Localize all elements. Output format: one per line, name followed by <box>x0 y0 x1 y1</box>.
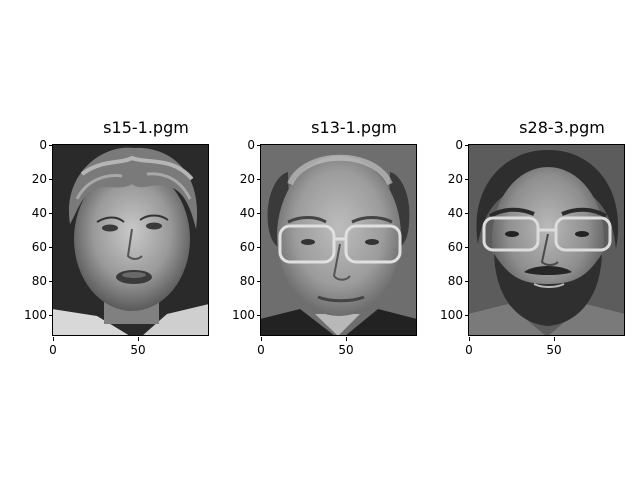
y-tick <box>49 179 53 180</box>
y-tick <box>257 179 261 180</box>
image-panel-3: s28-3.pgm <box>440 117 640 357</box>
y-tick-label: 100 <box>440 308 463 322</box>
x-tick <box>346 337 347 341</box>
y-tick-label: 0 <box>39 138 47 152</box>
panel-title: s15-1.pgm <box>103 118 189 137</box>
y-tick <box>465 247 469 248</box>
x-tick-label: 0 <box>257 343 265 357</box>
y-tick-label: 80 <box>239 274 255 288</box>
x-tick <box>138 337 139 341</box>
y-tick <box>465 315 469 316</box>
x-tick-label: 0 <box>465 343 473 357</box>
y-tick-label: 60 <box>447 240 463 254</box>
y-tick-label: 40 <box>31 206 47 220</box>
face-image <box>468 144 625 336</box>
y-tick-label: 20 <box>239 172 255 186</box>
y-tick-label: 20 <box>31 172 47 186</box>
y-tick <box>465 145 469 146</box>
panel-title: s13-1.pgm <box>311 118 397 137</box>
axes-frame: 0 20 40 60 80 100 0 50 <box>440 138 625 357</box>
y-tick-label: 40 <box>239 206 255 220</box>
y-tick-label: 40 <box>447 206 463 220</box>
y-tick <box>465 213 469 214</box>
y-tick <box>49 281 53 282</box>
y-tick-label: 80 <box>31 274 47 288</box>
x-tick <box>469 337 470 341</box>
y-tick <box>257 315 261 316</box>
x-tick-label: 50 <box>130 343 146 357</box>
x-tick <box>261 337 262 341</box>
y-tick-label: 0 <box>455 138 463 152</box>
y-tick <box>257 213 261 214</box>
x-tick <box>554 337 555 341</box>
x-tick <box>53 337 54 341</box>
y-tick <box>49 315 53 316</box>
y-tick <box>257 281 261 282</box>
y-tick <box>49 247 53 248</box>
y-tick <box>49 213 53 214</box>
y-tick-label: 100 <box>232 308 255 322</box>
x-tick-label: 0 <box>49 343 57 357</box>
y-tick <box>465 281 469 282</box>
y-tick-label: 60 <box>31 240 47 254</box>
x-tick-label: 50 <box>546 343 562 357</box>
y-tick-label: 80 <box>447 274 463 288</box>
axes-frame: 0 20 40 60 80 100 0 50 <box>232 138 417 357</box>
y-tick <box>465 179 469 180</box>
face-image <box>260 144 417 336</box>
face-image <box>52 144 209 336</box>
y-tick <box>257 247 261 248</box>
y-tick-label: 60 <box>239 240 255 254</box>
y-tick <box>49 145 53 146</box>
y-tick <box>257 145 261 146</box>
axes-frame: 0 20 40 60 80 100 0 50 <box>24 138 209 357</box>
y-tick-label: 0 <box>247 138 255 152</box>
y-tick-label: 20 <box>447 172 463 186</box>
y-tick-label: 100 <box>24 308 47 322</box>
panel-title: s28-3.pgm <box>519 118 605 137</box>
image-panel-2: s13-1.pgm <box>232 117 449 357</box>
x-tick-label: 50 <box>338 343 354 357</box>
image-panel-1: s15-1.pgm <box>24 117 241 357</box>
